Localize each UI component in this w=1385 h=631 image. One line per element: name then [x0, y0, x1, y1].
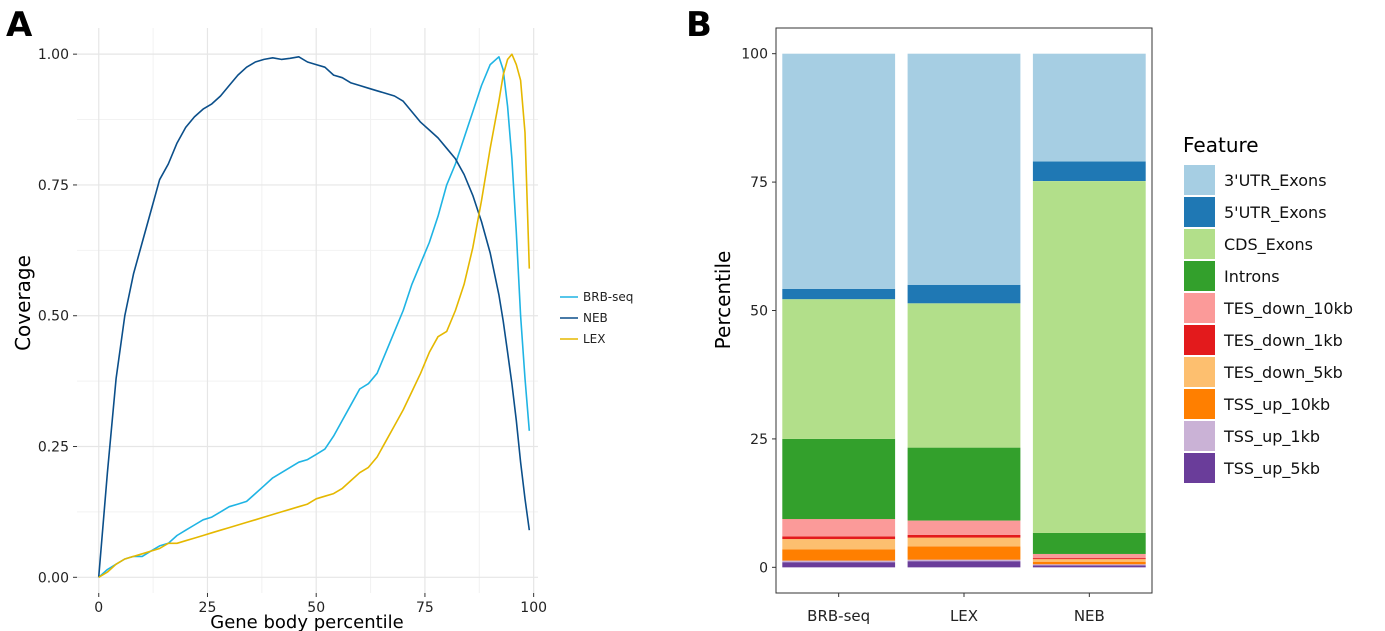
legend-label-tes-down-1kb: TES_down_1kb — [1223, 331, 1343, 351]
y-tick-label: 50 — [750, 304, 768, 320]
bar-segment-neb-tes-down-10kb — [1032, 554, 1146, 559]
panel-a-label: A — [6, 5, 33, 45]
bar-segment-neb-cds-exons — [1032, 181, 1146, 533]
bar-segment-lex-tss-up-10kb — [907, 546, 1021, 560]
bar-segment-lex-tss-up-5kb — [907, 561, 1021, 568]
legend-swatch-tss-up-10kb — [1184, 389, 1215, 419]
y-tick-label: 100 — [741, 47, 768, 63]
bar-segment-brb-seq-tss-up-5kb — [782, 562, 896, 568]
bar-segment-neb-3-utr-exons — [1032, 53, 1146, 162]
feature-y-ticks: 0 25 50 75 100 — [741, 47, 776, 576]
legend-swatch-introns — [1184, 261, 1215, 291]
bar-segment-neb-tss-up-1kb — [1032, 564, 1146, 566]
legend-swatch-tss-up-1kb — [1184, 421, 1215, 451]
coverage-x-ticks: 0 25 50 75 100 — [94, 593, 547, 616]
bar-segment-neb-tes-down-5kb — [1032, 559, 1146, 562]
legend-label-brb-seq: BRB-seq — [583, 290, 633, 304]
bar-segment-brb-seq-3-utr-exons — [782, 53, 896, 289]
legend-swatch-3-utr-exons — [1184, 165, 1215, 195]
bar-segment-lex-tes-down-10kb — [907, 520, 1021, 535]
series-line-neb — [97, 56, 531, 578]
x-tick-label-lex: LEX — [950, 607, 978, 625]
bar-segment-brb-seq-cds-exons — [782, 299, 896, 439]
legend-swatch-tes-down-5kb — [1184, 357, 1215, 387]
x-tick-label-brb-seq: BRB-seq — [807, 607, 870, 625]
legend-swatch-tes-down-1kb — [1184, 325, 1215, 355]
y-tick-label: 25 — [750, 432, 768, 448]
x-tick-label: 25 — [199, 600, 217, 616]
series-line-brb-seq — [98, 56, 531, 578]
x-tick-label: 75 — [416, 600, 434, 616]
feature-y-axis-title: Percentile — [711, 251, 735, 350]
bar-segment-neb-tss-up-5kb — [1032, 565, 1146, 568]
bar-segment-brb-seq-tss-up-10kb — [782, 549, 896, 561]
bar-segment-brb-seq-tes-down-1kb — [782, 536, 896, 540]
y-tick-label: 1.00 — [38, 47, 69, 63]
panel-b-label: B — [686, 5, 712, 45]
x-tick-label-neb: NEB — [1074, 607, 1105, 625]
coverage-legend: BRB-seq NEB LEX — [560, 290, 633, 346]
bar-segment-lex-5-utr-exons — [907, 284, 1021, 304]
bar-segment-neb-tes-down-1kb — [1032, 558, 1146, 560]
y-tick-label: 0.75 — [38, 178, 69, 194]
legend-swatch-5-utr-exons — [1184, 197, 1215, 227]
bar-segment-brb-seq-tes-down-10kb — [782, 519, 896, 537]
bar-segment-lex-cds-exons — [907, 303, 1021, 448]
bar-segment-lex-tss-up-1kb — [907, 559, 1021, 562]
legend-label-introns: Introns — [1224, 267, 1280, 286]
legend-swatch-tss-up-5kb — [1184, 453, 1215, 483]
y-tick-label: 75 — [750, 175, 768, 191]
feature-x-ticks: BRB-seq LEX NEB — [807, 593, 1105, 625]
feature-legend: 3'UTR_Exons 5'UTR_Exons CDS_Exons Introns TE… — [1184, 165, 1353, 483]
bar-segment-lex-introns — [907, 447, 1021, 521]
legend-label-lex: LEX — [583, 332, 606, 346]
bar-segment-lex-tes-down-1kb — [907, 535, 1021, 538]
y-tick-label: 0 — [759, 560, 768, 576]
bar-segment-brb-seq-tss-up-1kb — [782, 560, 896, 563]
legend-label-5-utr-exons: 5'UTR_Exons — [1224, 203, 1327, 223]
legend-label-3-utr-exons: 3'UTR_Exons — [1224, 171, 1327, 191]
legend-label-tss-up-10kb: TSS_up_10kb — [1223, 395, 1330, 415]
series-line-lex — [98, 53, 531, 578]
coverage-y-ticks: 0.00 0.25 0.50 0.75 1.00 — [38, 47, 77, 586]
feature-bars — [782, 53, 1146, 568]
legend-label-tes-down-5kb: TES_down_5kb — [1223, 363, 1343, 383]
coverage-plot-area — [77, 28, 538, 593]
coverage-lines — [97, 53, 531, 578]
y-tick-label: 0.25 — [38, 440, 69, 456]
legend-label-tes-down-10kb: TES_down_10kb — [1223, 299, 1353, 319]
bar-segment-neb-5-utr-exons — [1032, 161, 1146, 182]
coverage-x-axis-title: Gene body percentile — [210, 612, 403, 631]
bar-segment-lex-tes-down-5kb — [907, 537, 1021, 547]
y-tick-label: 0.50 — [38, 309, 69, 325]
x-tick-label: 100 — [520, 600, 547, 616]
legend-label-neb: NEB — [583, 311, 608, 325]
legend-label-cds-exons: CDS_Exons — [1224, 235, 1313, 255]
bar-segment-brb-seq-introns — [782, 438, 896, 520]
legend-label-tss-up-5kb: TSS_up_5kb — [1223, 459, 1320, 479]
bar-segment-brb-seq-tes-down-5kb — [782, 539, 896, 550]
legend-swatch-cds-exons — [1184, 229, 1215, 259]
x-tick-label: 50 — [307, 600, 325, 616]
bar-segment-neb-introns — [1032, 532, 1146, 554]
coverage-y-axis-title: Coverage — [11, 255, 35, 351]
y-tick-label: 0.00 — [38, 570, 69, 586]
x-tick-label: 0 — [94, 600, 103, 616]
bar-segment-neb-tss-up-10kb — [1032, 561, 1146, 565]
coverage-grid — [77, 28, 538, 593]
bar-segment-brb-seq-5-utr-exons — [782, 288, 896, 300]
feature-legend-title: Feature — [1183, 133, 1259, 157]
legend-label-tss-up-1kb: TSS_up_1kb — [1223, 427, 1320, 447]
legend-swatch-tes-down-10kb — [1184, 293, 1215, 323]
bar-segment-lex-3-utr-exons — [907, 53, 1021, 285]
